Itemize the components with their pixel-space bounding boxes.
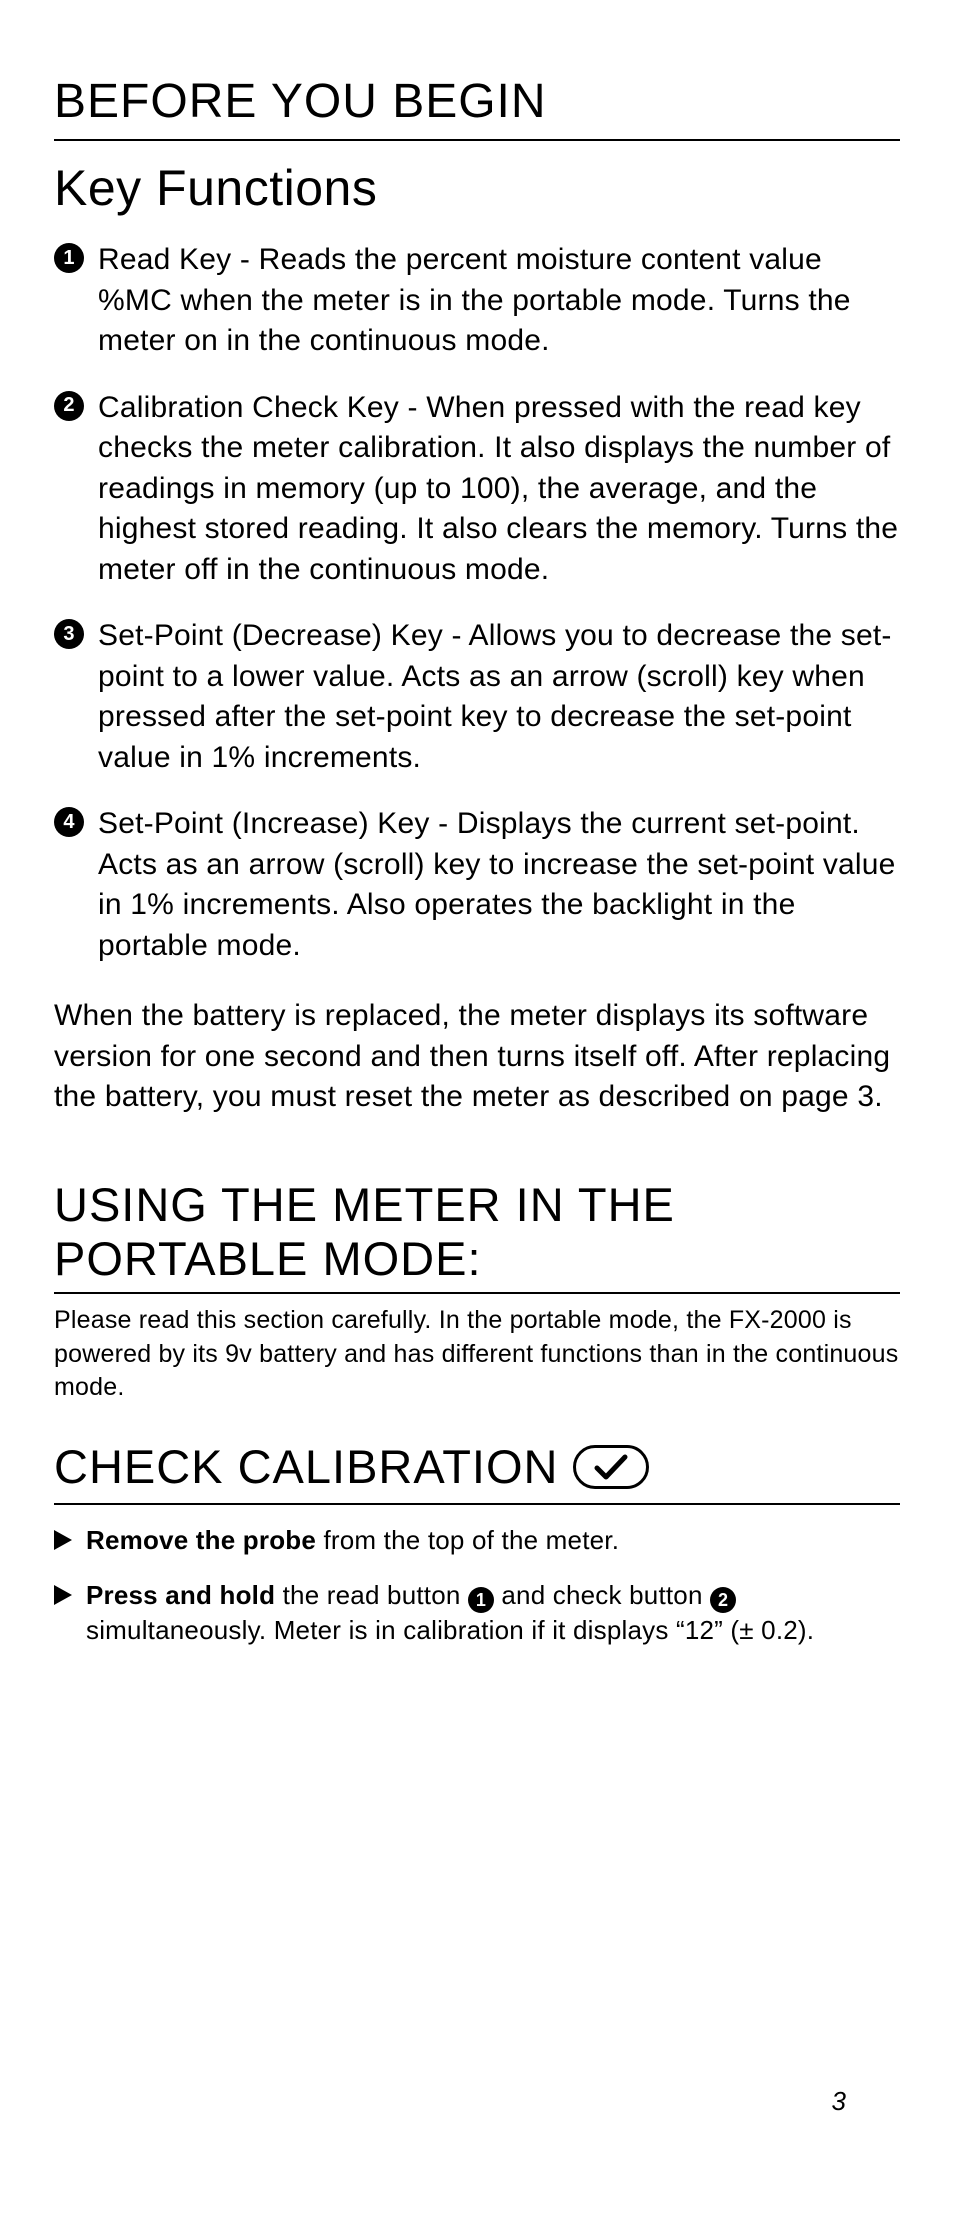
arrow-bullet-icon	[54, 1585, 72, 1605]
number-badge-icon: 1	[54, 243, 84, 273]
step-text: from the top of the meter.	[316, 1525, 619, 1555]
list-item: 2 Calibration Check Key - When pressed w…	[54, 388, 900, 591]
page-number: 3	[832, 2084, 846, 2119]
step-text: simultaneously. Meter is in calibration …	[86, 1615, 814, 1645]
list-item: 3 Set-Point (Decrease) Key - Allows you …	[54, 616, 900, 778]
item-text: Read Key - Reads the percent moisture co…	[98, 243, 851, 357]
number-badge-icon: 4	[54, 807, 84, 837]
number-badge-icon: 3	[54, 619, 84, 649]
step-bold: Remove the probe	[86, 1525, 316, 1555]
list-item: 1 Read Key - Reads the percent moisture …	[54, 240, 900, 362]
item-text: Calibration Check Key - When pressed wit…	[98, 391, 898, 586]
manual-page: { "section1": { "title": "BEFORE YOU BEG…	[54, 70, 900, 2169]
step-item: Press and hold the read button 1 and che…	[54, 1578, 900, 1648]
number-badge-icon: 2	[710, 1587, 736, 1613]
step-bold: Press and hold	[86, 1580, 275, 1610]
step-item: Remove the probe from the top of the met…	[54, 1523, 900, 1558]
section-heading-before-you-begin: BEFORE YOU BEGIN	[54, 70, 900, 141]
checkmark-oval-icon	[573, 1445, 649, 1489]
calibration-steps: Remove the probe from the top of the met…	[54, 1523, 900, 1648]
section-heading-using-meter: USING THE METER IN THE PORTABLE MODE:	[54, 1178, 900, 1294]
number-badge-icon: 2	[54, 391, 84, 421]
portable-mode-note: Please read this section carefully. In t…	[54, 1304, 900, 1405]
battery-note: When the battery is replaced, the meter …	[54, 996, 900, 1118]
step-text: and check button	[494, 1580, 710, 1610]
step-text: the read button	[275, 1580, 468, 1610]
item-text: Set-Point (Increase) Key - Displays the …	[98, 807, 896, 962]
number-badge-icon: 1	[468, 1587, 494, 1613]
section-heading-check-calibration: CHECK CALIBRATION	[54, 1435, 559, 1498]
item-text: Set-Point (Decrease) Key - Allows you to…	[98, 619, 892, 774]
list-item: 4 Set-Point (Increase) Key - Displays th…	[54, 804, 900, 966]
section-heading-check-calibration-row: CHECK CALIBRATION	[54, 1435, 900, 1504]
key-functions-list: 1 Read Key - Reads the percent moisture …	[54, 240, 900, 966]
arrow-bullet-icon	[54, 1530, 72, 1550]
subheading-key-functions: Key Functions	[54, 155, 900, 223]
